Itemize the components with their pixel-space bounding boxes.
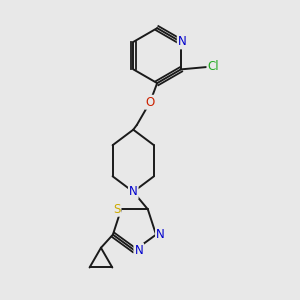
Text: N: N xyxy=(134,244,143,257)
Text: N: N xyxy=(129,185,138,198)
Text: O: O xyxy=(146,96,154,109)
Text: Cl: Cl xyxy=(207,61,219,74)
Text: S: S xyxy=(113,203,121,216)
Text: N: N xyxy=(156,228,165,241)
Text: N: N xyxy=(178,35,187,48)
